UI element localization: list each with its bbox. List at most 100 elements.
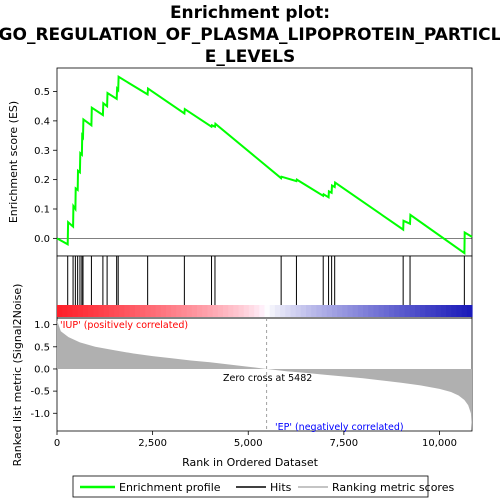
rank-color-segment — [394, 305, 400, 317]
rank-color-segment — [156, 305, 162, 317]
rank-color-segment — [399, 305, 405, 317]
rank-color-segment — [296, 305, 302, 317]
rank-color-segment — [99, 305, 105, 317]
rank-color-segment — [389, 305, 395, 317]
ranking-y-axis-label: Ranked list metric (Signal2Noise) — [11, 284, 24, 467]
rank-color-segment — [316, 305, 322, 317]
rank-color-segment — [233, 305, 239, 317]
rank-color-segment — [93, 305, 99, 317]
rank-color-segment — [218, 305, 224, 317]
ranking-y-tick-label: -0.5 — [30, 387, 50, 398]
chart-title-line2: GO_REGULATION_OF_PLASMA_LIPOPROTEIN_PART… — [0, 25, 500, 45]
x-tick-label: 10,000 — [422, 438, 457, 449]
rank-color-segment — [67, 305, 73, 317]
rank-color-segment — [83, 305, 89, 317]
rank-color-segment — [119, 305, 125, 317]
rank-color-segment — [140, 305, 146, 317]
rank-color-segment — [410, 305, 416, 317]
es-y-tick-label: 0.3 — [34, 146, 50, 157]
rank-color-segment — [415, 305, 421, 317]
rank-color-segment — [353, 305, 359, 317]
rank-color-segment — [368, 305, 374, 317]
rank-color-segment — [249, 305, 255, 317]
es-y-tick-label: 0.0 — [34, 234, 50, 245]
x-tick-label: 0 — [54, 438, 60, 449]
rank-color-segment — [332, 305, 338, 317]
rank-color-segment — [363, 305, 369, 317]
x-tick-label: 7,500 — [330, 438, 359, 449]
rank-color-segment — [104, 305, 110, 317]
rank-color-segment — [275, 305, 281, 317]
rank-color-segment — [182, 305, 188, 317]
ranking-y-tick-label: 0.5 — [34, 342, 50, 353]
rank-color-segment — [379, 305, 385, 317]
rank-color-segment — [78, 305, 84, 317]
rank-color-segment — [244, 305, 250, 317]
rank-color-segment — [130, 305, 136, 317]
rank-color-segment — [384, 305, 390, 317]
rank-color-segment — [337, 305, 343, 317]
rank-color-segment — [431, 305, 437, 317]
rank-color-segment — [62, 305, 68, 317]
rank-color-segment — [254, 305, 260, 317]
ranking-y-tick-label: 1.0 — [34, 320, 50, 331]
rank-color-segment — [213, 305, 219, 317]
x-tick-label: 5,000 — [234, 438, 263, 449]
rank-color-segment — [285, 305, 291, 317]
rank-color-segment — [311, 305, 317, 317]
rank-color-segment — [405, 305, 411, 317]
rank-color-segment — [114, 305, 120, 317]
rank-color-segment — [161, 305, 167, 317]
legend-ranking-label: Ranking metric scores — [332, 481, 454, 494]
rank-color-segment — [322, 305, 328, 317]
rank-color-segment — [456, 305, 462, 317]
rank-color-segment — [301, 305, 307, 317]
rank-color-segment — [467, 305, 473, 317]
rank-color-bar — [57, 305, 473, 317]
rank-color-segment — [373, 305, 379, 317]
es-y-tick-label: 0.2 — [34, 175, 50, 186]
rank-color-segment — [239, 305, 245, 317]
rank-color-segment — [306, 305, 312, 317]
legend-hits-label: Hits — [270, 481, 292, 494]
rank-color-segment — [290, 305, 296, 317]
rank-color-segment — [259, 305, 265, 317]
rank-color-segment — [171, 305, 177, 317]
rank-color-segment — [358, 305, 364, 317]
rank-color-segment — [348, 305, 354, 317]
es-y-tick-label: 0.1 — [34, 205, 50, 216]
rank-color-segment — [280, 305, 286, 317]
legend-profile-label: Enrichment profile — [119, 481, 221, 494]
negative-correlation-label: 'EP' (negatively correlated) — [275, 422, 404, 433]
rank-color-segment — [135, 305, 141, 317]
rank-color-segment — [436, 305, 442, 317]
ranking-y-tick-label: 0.0 — [34, 364, 50, 375]
rank-color-segment — [223, 305, 229, 317]
rank-color-segment — [265, 305, 271, 317]
rank-color-segment — [270, 305, 276, 317]
rank-color-segment — [176, 305, 182, 317]
rank-color-segment — [446, 305, 452, 317]
rank-color-segment — [124, 305, 130, 317]
x-axis-label: Rank in Ordered Dataset — [182, 456, 319, 469]
rank-color-segment — [425, 305, 431, 317]
es-y-tick-label: 0.4 — [34, 116, 50, 127]
rank-color-segment — [150, 305, 156, 317]
es-y-axis-label: Enrichment score (ES) — [7, 101, 20, 223]
chart-title-line1: Enrichment plot: — [170, 3, 330, 23]
rank-color-segment — [420, 305, 426, 317]
rank-color-segment — [166, 305, 172, 317]
rank-color-segment — [145, 305, 151, 317]
rank-color-segment — [202, 305, 208, 317]
rank-color-segment — [197, 305, 203, 317]
rank-color-segment — [109, 305, 115, 317]
rank-color-segment — [451, 305, 457, 317]
rank-color-segment — [342, 305, 348, 317]
rank-color-segment — [327, 305, 333, 317]
rank-color-segment — [228, 305, 234, 317]
rank-color-segment — [88, 305, 94, 317]
rank-color-segment — [73, 305, 79, 317]
zero-cross-label: Zero cross at 5482 — [223, 373, 312, 384]
